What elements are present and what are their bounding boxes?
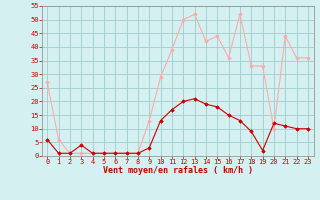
X-axis label: Vent moyen/en rafales ( km/h ): Vent moyen/en rafales ( km/h ) xyxy=(103,166,252,175)
